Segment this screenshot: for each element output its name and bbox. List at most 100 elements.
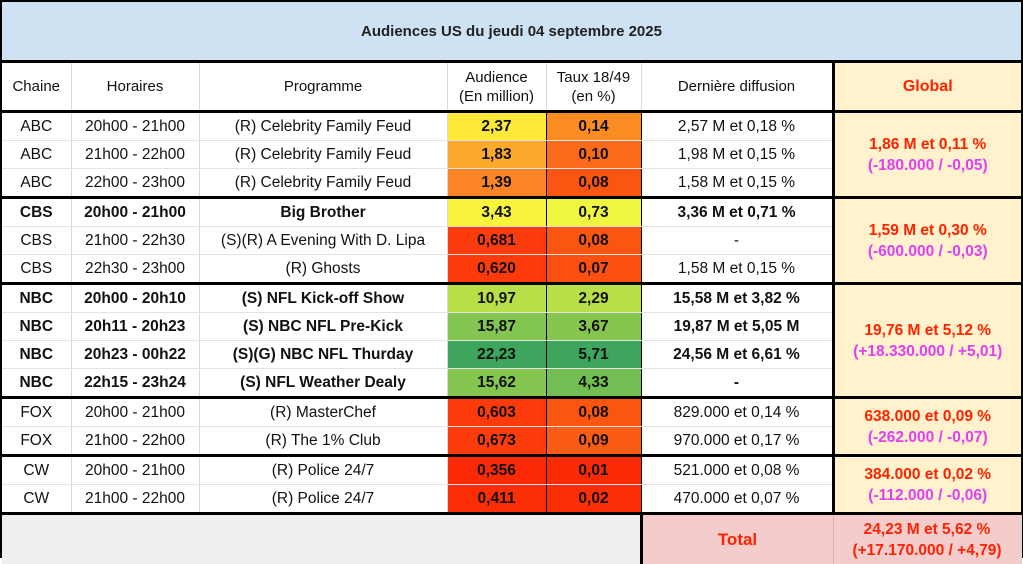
cell-global-fox: 638.000 et 0,09 %(-262.000 / -0,07) — [833, 398, 1021, 456]
cell-taux: 0,02 — [546, 485, 641, 514]
cell-horaires: 22h15 - 23h24 — [71, 369, 199, 398]
cell-derniere-diffusion: 24,56 M et 6,61 % — [641, 341, 833, 369]
cell-chaine: CBS — [2, 198, 71, 227]
header-programme: Programme — [199, 63, 447, 112]
cell-horaires: 20h23 - 00h22 — [71, 341, 199, 369]
cell-horaires: 22h00 - 23h00 — [71, 169, 199, 198]
cell-derniere-diffusion: 829.000 et 0,14 % — [641, 398, 833, 427]
cell-taux: 4,33 — [546, 369, 641, 398]
cell-derniere-diffusion: 1,58 M et 0,15 % — [641, 169, 833, 198]
cell-horaires: 21h00 - 22h30 — [71, 227, 199, 255]
cell-audience: 0,411 — [447, 485, 546, 514]
cell-chaine: CBS — [2, 255, 71, 284]
cell-chaine: ABC — [2, 141, 71, 169]
cell-horaires: 20h00 - 20h10 — [71, 284, 199, 313]
cell-chaine: CW — [2, 485, 71, 514]
cell-taux: 0,10 — [546, 141, 641, 169]
global-value: 638.000 et 0,09 % — [835, 406, 1022, 427]
global-delta: (+18.330.000 / +5,01) — [835, 341, 1022, 362]
cell-chaine: NBC — [2, 313, 71, 341]
cell-audience: 2,37 — [447, 112, 546, 141]
header-derniere: Dernière diffusion — [641, 63, 833, 112]
cell-derniere-diffusion: 521.000 et 0,08 % — [641, 456, 833, 485]
cell-audience: 0,356 — [447, 456, 546, 485]
cell-chaine: NBC — [2, 341, 71, 369]
header-taux-line1: Taux 18/49 — [557, 69, 630, 86]
cell-audience: 15,62 — [447, 369, 546, 398]
cell-programme: (S) NFL Weather Dealy — [199, 369, 447, 398]
global-value: 1,86 M et 0,11 % — [835, 134, 1022, 155]
cell-programme: (R) Police 24/7 — [199, 456, 447, 485]
cell-derniere-diffusion: 470.000 et 0,07 % — [641, 485, 833, 514]
cell-taux: 0,08 — [546, 398, 641, 427]
header-audience: Audience (En million) — [447, 63, 546, 112]
cell-taux: 0,07 — [546, 255, 641, 284]
cell-chaine: NBC — [2, 369, 71, 398]
cell-audience: 22,23 — [447, 341, 546, 369]
cell-chaine: CW — [2, 456, 71, 485]
cell-taux: 0,01 — [546, 456, 641, 485]
cell-horaires: 22h30 - 23h00 — [71, 255, 199, 284]
total-empty-cell — [2, 514, 641, 564]
global-delta: (-112.000 / -0,06) — [835, 485, 1022, 506]
cell-derniere-diffusion: 3,36 M et 0,71 % — [641, 198, 833, 227]
cell-derniere-diffusion: 970.000 et 0,17 % — [641, 427, 833, 456]
table-title: Audiences US du jeudi 04 septembre 2025 — [2, 2, 1021, 63]
cell-taux: 0,09 — [546, 427, 641, 456]
total-row: Total 24,23 M et 5,62 % (+17.170.000 / +… — [2, 514, 1021, 564]
cell-horaires: 20h00 - 21h00 — [71, 112, 199, 141]
cell-derniere-diffusion: - — [641, 369, 833, 398]
cell-horaires: 20h00 - 21h00 — [71, 456, 199, 485]
cell-audience: 3,43 — [447, 198, 546, 227]
cell-global-abc: 1,86 M et 0,11 %(-180.000 / -0,05) — [833, 112, 1021, 198]
header-chaine: Chaine — [2, 63, 71, 112]
cell-audience: 0,673 — [447, 427, 546, 456]
header-audience-line2: (En million) — [459, 88, 534, 105]
cell-programme: (R) MasterChef — [199, 398, 447, 427]
cell-programme: (R) Celebrity Family Feud — [199, 169, 447, 198]
cell-taux: 0,73 — [546, 198, 641, 227]
cell-audience: 15,87 — [447, 313, 546, 341]
cell-global-cw: 384.000 et 0,02 %(-112.000 / -0,06) — [833, 456, 1021, 514]
global-value: 1,59 M et 0,30 % — [835, 220, 1022, 241]
cell-derniere-diffusion: 1,98 M et 0,15 % — [641, 141, 833, 169]
cell-chaine: NBC — [2, 284, 71, 313]
cell-audience: 0,603 — [447, 398, 546, 427]
cell-horaires: 21h00 - 22h00 — [71, 141, 199, 169]
cell-horaires: 20h11 - 20h23 — [71, 313, 199, 341]
cell-horaires: 21h00 - 22h00 — [71, 485, 199, 514]
cell-programme: (S) NFL Kick-off Show — [199, 284, 447, 313]
cell-taux: 2,29 — [546, 284, 641, 313]
cell-horaires: 21h00 - 22h00 — [71, 427, 199, 456]
cell-chaine: FOX — [2, 427, 71, 456]
cell-audience: 1,39 — [447, 169, 546, 198]
global-value: 384.000 et 0,02 % — [835, 464, 1022, 485]
cell-programme: (S)(G) NBC NFL Thurday — [199, 341, 447, 369]
cell-programme: (R) Celebrity Family Feud — [199, 141, 447, 169]
cell-programme: (R) Police 24/7 — [199, 485, 447, 514]
header-audience-line1: Audience — [465, 69, 528, 86]
cell-audience: 0,620 — [447, 255, 546, 284]
cell-audience: 0,681 — [447, 227, 546, 255]
cell-taux: 5,71 — [546, 341, 641, 369]
cell-chaine: ABC — [2, 169, 71, 198]
cell-horaires: 20h00 - 21h00 — [71, 398, 199, 427]
cell-derniere-diffusion: 2,57 M et 0,18 % — [641, 112, 833, 141]
cell-programme: (R) Celebrity Family Feud — [199, 112, 447, 141]
cell-taux: 0,08 — [546, 227, 641, 255]
cell-chaine: ABC — [2, 112, 71, 141]
header-horaires: Horaires — [71, 63, 199, 112]
cell-programme: (R) The 1% Club — [199, 427, 447, 456]
audience-table: Chaine Horaires Programme Audience (En mi… — [2, 63, 1022, 564]
cell-programme: (S) NBC NFL Pre-Kick — [199, 313, 447, 341]
total-value-line2: (+17.170.000 / +4,79) — [834, 540, 1021, 561]
cell-programme: (R) Ghosts — [199, 255, 447, 284]
global-delta: (-262.000 / -0,07) — [835, 427, 1022, 448]
cell-derniere-diffusion: 15,58 M et 3,82 % — [641, 284, 833, 313]
